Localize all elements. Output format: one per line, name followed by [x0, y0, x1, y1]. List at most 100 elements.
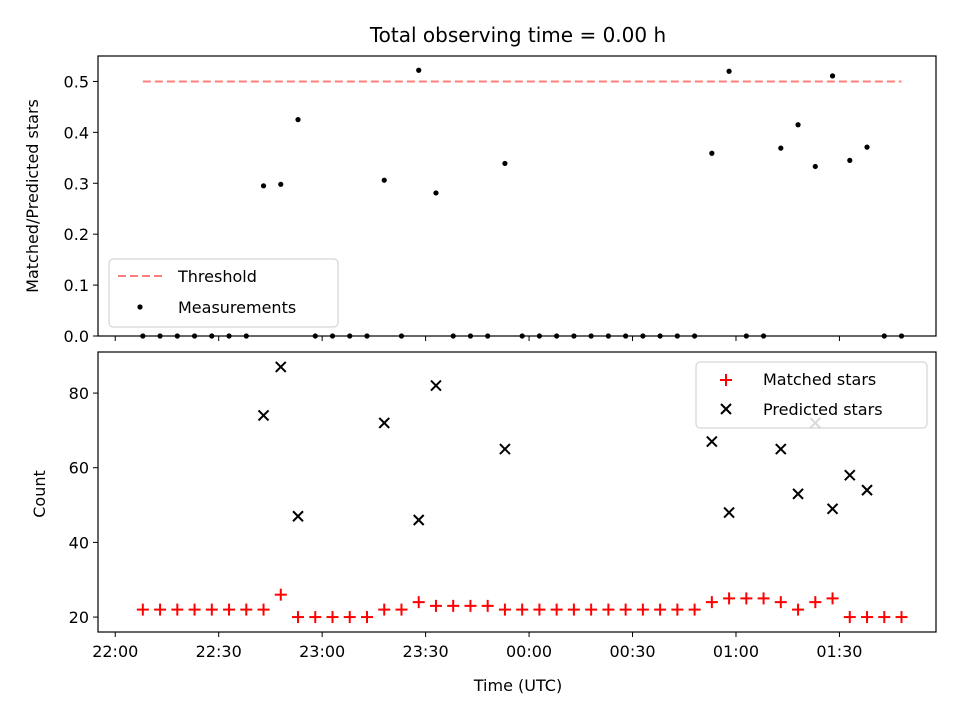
bottom-y-axis-label: Count: [30, 470, 49, 518]
bottom-x-tick-label: 22:30: [196, 642, 242, 661]
matched-stars-point: [550, 603, 563, 616]
measurement-point: [416, 67, 422, 73]
measurement-point: [295, 117, 301, 123]
legend-predicted-label: Predicted stars: [763, 400, 883, 419]
matched-stars-point: [154, 603, 167, 616]
matched-stars-point: [705, 596, 718, 609]
matched-stars-point: [205, 603, 218, 616]
matched-stars-point: [826, 592, 839, 605]
bottom-x-tick-label: 01:30: [816, 642, 862, 661]
top-y-tick-label: 0.2: [64, 225, 89, 244]
matched-stars-point: [809, 596, 822, 609]
predicted-stars-point: [844, 469, 856, 481]
matched-stars-point: [861, 611, 874, 624]
bottom-y-tick-label: 20: [69, 608, 89, 627]
matched-stars-point: [188, 603, 201, 616]
matched-stars-point: [412, 596, 425, 609]
matched-stars-point: [567, 603, 580, 616]
predicted-stars-point: [430, 379, 442, 392]
measurement-point: [726, 68, 732, 74]
matched-stars-point: [378, 603, 391, 616]
matched-stars-point: [792, 603, 805, 616]
top-chart-title: Total observing time = 0.00 h: [369, 23, 666, 47]
matched-stars-point: [602, 603, 615, 616]
measurement-point: [812, 163, 818, 170]
predicted-stars-point: [723, 506, 735, 519]
predicted-stars-point: [706, 435, 718, 448]
top-y-ticks: 0.0 0.1 0.2 0.3 0.4 0.5: [64, 72, 98, 346]
bottom-x-tick-label: 01:00: [713, 642, 759, 661]
measurement-point: [864, 144, 870, 150]
bottom-x-axis-label: Time (UTC): [473, 676, 562, 695]
matched-stars-point: [895, 611, 908, 624]
top-y-tick-label: 0.4: [64, 123, 89, 142]
measurement-point: [778, 145, 784, 151]
predicted-stars-point: [499, 443, 511, 455]
legend-measurements-label: Measurements: [178, 298, 296, 317]
measurement-point: [433, 190, 439, 196]
matched-stars-point: [740, 592, 753, 605]
matched-stars-point: [136, 603, 149, 616]
matched-stars-point: [395, 603, 408, 616]
matched-stars-point: [619, 603, 632, 616]
predicted-stars-point: [292, 510, 304, 522]
predicted-stars-point: [275, 361, 287, 373]
matched-stars-point: [688, 603, 701, 616]
legend-predicted-swatch: [720, 403, 732, 415]
matched-stars-point: [774, 596, 787, 609]
predicted-stars-point: [257, 409, 270, 422]
top-legend: Threshold Measurements: [108, 258, 339, 328]
bottom-plot-frame: [97, 351, 937, 633]
bottom-x-tick-label: 00:00: [506, 642, 552, 661]
matched-stars-point: [240, 603, 253, 616]
measurement-point: [847, 157, 853, 163]
top-legend-box: [108, 258, 339, 328]
top-y-tick-label: 0.1: [64, 276, 89, 295]
top-x-ticks: [114, 336, 840, 341]
predicted-stars-point: [775, 443, 787, 455]
predicted-stars-point: [792, 488, 804, 500]
bottom-x-tick-label: 00:30: [609, 642, 655, 661]
legend-threshold-label: Threshold: [177, 267, 257, 286]
bottom-legend-box: [695, 361, 928, 429]
measurement-point: [829, 73, 836, 79]
matched-stars-point: [878, 611, 891, 624]
bottom-x-tick-label: 23:30: [403, 642, 449, 661]
legend-matched-swatch: [720, 374, 732, 386]
measurement-point: [381, 177, 387, 183]
matched-stars-point: [654, 603, 667, 616]
top-panel: 0.0 0.1 0.2 0.3 0.4 0.5 Matched/Predicted sta…: [23, 55, 937, 346]
matched-stars-point: [585, 603, 598, 616]
measurement-point: [709, 150, 715, 156]
predicted-stars-point: [826, 503, 839, 515]
matched-stars-point: [723, 592, 736, 605]
top-y-axis-label: Matched/Predicted stars: [23, 99, 42, 293]
matched-stars-point: [498, 603, 511, 616]
bottom-marks: [136, 361, 908, 624]
top-y-tick-label: 0.0: [64, 327, 89, 346]
matched-stars-point: [360, 611, 373, 624]
matched-stars-point: [757, 592, 770, 605]
matched-stars-point: [671, 603, 684, 616]
matched-stars-point: [481, 599, 494, 612]
predicted-stars-point: [378, 417, 390, 429]
matched-stars-point: [171, 603, 184, 616]
matched-stars-point: [223, 603, 236, 616]
matched-stars-point: [464, 599, 477, 612]
bottom-x-tick-label: 22:00: [92, 642, 138, 661]
matched-stars-point: [516, 603, 529, 616]
bottom-y-tick-label: 60: [69, 459, 89, 478]
bottom-y-tick-label: 40: [69, 533, 89, 552]
matched-stars-point: [429, 599, 442, 612]
measurement-point: [795, 122, 801, 128]
matched-stars-point: [636, 603, 649, 616]
matched-stars-point: [292, 611, 305, 624]
bottom-x-tick-label: 23:00: [299, 642, 345, 661]
top-y-tick-label: 0.5: [64, 72, 89, 91]
bottom-y-ticks: 20 40 60 80: [69, 384, 98, 627]
bottom-y-tick-label: 80: [69, 384, 89, 403]
matched-stars-point: [447, 599, 460, 612]
matched-stars-point: [343, 611, 356, 624]
bottom-legend: Matched stars Predicted stars: [695, 361, 928, 429]
